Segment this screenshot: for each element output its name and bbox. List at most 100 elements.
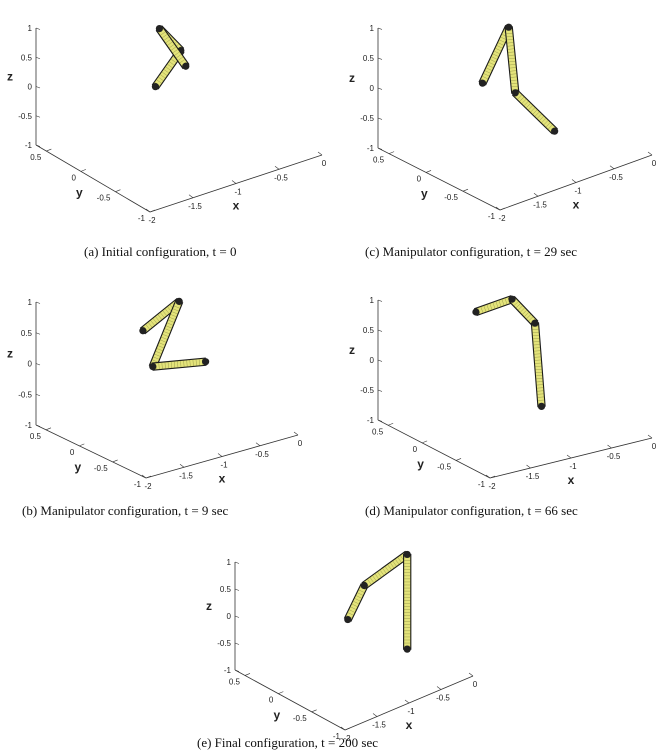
- panel-c: 1 0.5 0 -0.5 -1 0.5 0 -0.5 -1 -2 -1.5 -1 -0.5 0 z y x (c…: [330, 0, 658, 265]
- link-mesh-line: [168, 61, 175, 66]
- link-mesh-line: [490, 56, 498, 60]
- x-tick-label: -1: [407, 707, 415, 716]
- panel-b: 1 0.5 0 -0.5 -1 0.5 0 -0.5 -1 -2 -1.5 -1 -0.5 0 z y x (b…: [0, 270, 330, 520]
- link-mesh-line: [481, 75, 489, 80]
- link-mesh-line: [517, 94, 523, 100]
- x-axis-label: x: [219, 472, 226, 486]
- link-mesh-line: [533, 344, 541, 346]
- link-mesh-line: [509, 67, 517, 69]
- link-mesh-line: [382, 567, 387, 574]
- link-mesh-line: [159, 31, 166, 36]
- link-mesh-line: [153, 353, 161, 357]
- z-tick-mark: [377, 419, 383, 422]
- z-tick-label: 0: [370, 356, 375, 365]
- z-tick-mark: [35, 86, 41, 89]
- y-tick-label: -0.5: [97, 194, 111, 203]
- x-tick-mark: [188, 194, 194, 198]
- panel-b-caption: (b) Manipulator configuration, t = 9 sec: [22, 503, 229, 518]
- link-mesh-line: [163, 36, 170, 41]
- link-mesh-line: [170, 314, 177, 318]
- link-mesh-line: [162, 310, 168, 317]
- y-axis-line: [234, 669, 346, 731]
- z-tick-label: -0.5: [217, 639, 231, 648]
- x-tick-mark: [566, 454, 572, 459]
- x-tick-mark: [372, 713, 378, 717]
- link-mesh-line: [394, 558, 400, 565]
- manipulator-link: [361, 550, 411, 590]
- link-mesh-line: [489, 303, 493, 311]
- y-axis-label: y: [76, 185, 83, 199]
- z-tick-label: -1: [367, 416, 375, 425]
- link-mesh-line: [372, 575, 377, 582]
- link-mesh-line: [379, 569, 385, 576]
- link-mesh-line: [147, 321, 153, 328]
- link-mesh-line: [168, 43, 175, 49]
- link-mesh-line: [164, 328, 172, 332]
- link-mesh-line: [155, 350, 162, 354]
- x-tick-mark: [436, 686, 442, 690]
- link-mesh-line: [483, 305, 487, 313]
- y-tick-label: 0.5: [373, 156, 385, 165]
- joint-cap: [505, 23, 513, 31]
- link-mesh-line: [532, 341, 541, 343]
- y-tick-mark: [244, 673, 251, 676]
- panel-e-caption: (e) Final configuration, t = 200 sec: [197, 735, 378, 750]
- link-mesh-line: [533, 353, 541, 355]
- link-mesh-line: [349, 606, 357, 610]
- z-tick-mark: [377, 27, 383, 30]
- x-tick-label: -1.5: [179, 471, 193, 480]
- y-tick-label: -1: [134, 480, 142, 489]
- link-mesh-line: [159, 74, 166, 79]
- y-tick-mark: [462, 188, 469, 192]
- link-mesh-line: [515, 303, 521, 309]
- x-tick-mark: [609, 165, 615, 169]
- y-tick-mark: [311, 709, 317, 713]
- x-tick-label: -0.5: [607, 452, 621, 461]
- x-tick-mark: [141, 474, 147, 479]
- x-tick-label: -1: [220, 461, 228, 470]
- link-mesh-line: [537, 399, 545, 401]
- panel-d: 1 0.5 0 -0.5 -1 0.5 0 -0.5 -1 -2 -1.5 -1 -0.5 0 z y x (d…: [330, 270, 658, 520]
- link-mesh-line: [543, 119, 549, 126]
- link-mesh-line: [545, 122, 551, 128]
- link-mesh-line: [166, 322, 174, 326]
- link-mesh-line: [352, 600, 360, 605]
- y-tick-label: 0: [71, 173, 76, 182]
- z-tick-mark: [234, 561, 240, 564]
- x-tick-mark: [145, 208, 151, 213]
- y-axis-line: [377, 419, 491, 479]
- link-mesh-line: [527, 105, 534, 111]
- x-axis-label: x: [233, 199, 240, 213]
- x-tick-mark: [293, 431, 299, 436]
- joint-cap: [508, 295, 516, 303]
- link-mesh-line: [510, 76, 518, 78]
- z-tick-label: -0.5: [18, 390, 32, 399]
- joint-cap: [344, 615, 352, 624]
- panel-d-caption: (d) Manipulator configuration, t = 66 se…: [365, 503, 578, 518]
- z-tick-mark: [35, 363, 41, 366]
- z-tick-mark: [377, 359, 383, 362]
- link-mesh-line: [198, 358, 200, 366]
- z-tick-label: 0.5: [363, 54, 375, 63]
- link-mesh-line: [505, 32, 513, 34]
- link-mesh-line: [355, 595, 363, 599]
- link-mesh-line: [165, 38, 172, 44]
- link-mesh-line: [507, 48, 515, 50]
- link-mesh-line: [536, 390, 544, 392]
- link-mesh-line: [387, 564, 392, 571]
- x-tick-label: -0.5: [274, 173, 288, 182]
- z-tick-label: 0: [370, 84, 375, 93]
- link-mesh-line: [510, 82, 518, 84]
- link-mesh-line: [480, 306, 484, 314]
- y-tick-mark: [145, 475, 152, 479]
- z-axis-label: z: [349, 71, 355, 85]
- y-tick-label: -0.5: [437, 462, 451, 471]
- link-mesh-line: [508, 64, 517, 66]
- y-tick-mark: [112, 459, 118, 463]
- link-mesh-line: [494, 47, 502, 52]
- x-tick-mark: [533, 193, 539, 197]
- y-tick-mark: [425, 170, 432, 173]
- link-mesh-line: [532, 109, 538, 115]
- x-tick-label: 0: [473, 680, 478, 689]
